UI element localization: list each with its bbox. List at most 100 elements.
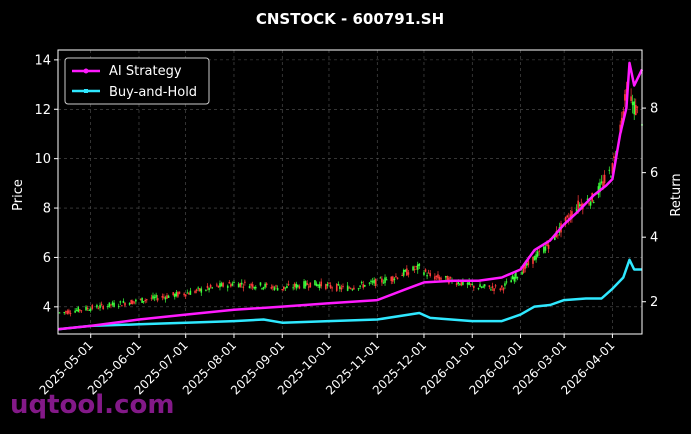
candle-body	[600, 181, 603, 184]
candle-body	[513, 277, 516, 282]
candle-body	[379, 277, 382, 279]
candle-body	[608, 169, 611, 171]
candle-body	[624, 94, 626, 101]
candle-body	[117, 305, 120, 307]
candle-body	[244, 281, 246, 283]
candle-body	[610, 176, 612, 178]
candle-body	[231, 283, 234, 286]
candle-body	[217, 285, 220, 288]
buy-and-hold-line	[57, 258, 642, 331]
candle-body	[471, 283, 474, 285]
candle-body	[636, 106, 639, 108]
y-left-tick-label: 8	[43, 202, 51, 217]
candle-body	[198, 288, 201, 291]
candle-body	[166, 295, 168, 299]
candle-body	[317, 284, 319, 287]
candle-body	[407, 272, 410, 275]
candle-body	[111, 302, 114, 305]
candle-body	[318, 284, 321, 289]
candle-body	[536, 251, 539, 257]
candle-body	[303, 281, 305, 289]
legend: AI Strategy Buy-and-Hold	[64, 57, 210, 105]
candle-body	[510, 280, 512, 283]
candle-body	[538, 250, 541, 252]
candle-body	[96, 305, 98, 308]
candle-body	[108, 302, 111, 307]
candle-body	[360, 282, 363, 284]
candle-body	[177, 292, 179, 297]
candle-body	[183, 293, 185, 296]
candle-body	[371, 281, 374, 283]
candle-body	[175, 292, 178, 297]
candle-body	[237, 283, 240, 288]
candle-body	[156, 298, 159, 301]
candle-body	[189, 290, 192, 295]
legend-bh-label: Buy-and-Hold	[109, 85, 197, 100]
candle-body	[479, 284, 481, 288]
candle-body	[139, 299, 142, 301]
candle-body	[483, 284, 486, 287]
candle-body	[188, 293, 190, 295]
candle-body	[253, 286, 256, 289]
candle-body	[242, 286, 245, 288]
candle-body	[395, 276, 397, 278]
candle-body	[427, 272, 430, 274]
candle-body	[261, 288, 263, 290]
candle-body	[359, 285, 361, 287]
candle-body	[222, 282, 224, 287]
candle-body	[97, 308, 100, 310]
candle-body	[197, 287, 199, 289]
candle-body	[102, 305, 104, 309]
candle-body	[504, 283, 506, 286]
candle-body	[209, 284, 212, 288]
candle-body	[580, 204, 583, 209]
candle-body	[342, 285, 344, 287]
candle-body	[226, 285, 229, 288]
candle-body	[469, 283, 472, 285]
candle-body	[524, 263, 526, 269]
candle-body	[440, 278, 442, 280]
candle-body	[381, 278, 383, 283]
candle-body	[250, 283, 252, 286]
candle-body	[368, 282, 371, 284]
candle-body	[402, 269, 405, 276]
candle-body	[522, 265, 525, 273]
candle-body	[265, 283, 268, 286]
candle-body	[63, 312, 66, 314]
candle-body	[412, 266, 414, 271]
candle-body	[460, 281, 463, 286]
legend-box	[64, 57, 210, 105]
candle-body	[571, 211, 573, 219]
candle-body	[373, 279, 375, 284]
candle-body	[416, 264, 419, 270]
candle-body	[309, 282, 312, 288]
candle-body	[592, 202, 595, 204]
candle-body	[113, 302, 115, 307]
candle-body	[99, 305, 101, 308]
candle-body	[634, 104, 637, 116]
candle-body	[547, 244, 550, 249]
candle-body	[331, 287, 333, 289]
candle-body	[320, 281, 322, 287]
candle-body	[131, 300, 134, 305]
candle-body	[370, 280, 372, 282]
candle-body	[233, 282, 235, 284]
candle-body	[611, 163, 614, 174]
candle-body	[85, 306, 87, 311]
candle-body	[297, 284, 299, 287]
candle-body	[385, 279, 388, 281]
candle-body	[515, 272, 517, 279]
candle-body	[340, 287, 343, 290]
candle-body	[429, 273, 432, 276]
candle-body	[89, 308, 92, 311]
candle-body	[337, 284, 340, 286]
candle-body	[477, 288, 480, 290]
candle-body	[384, 277, 386, 283]
candle-body	[633, 101, 636, 115]
candle-body	[292, 287, 294, 289]
candle-body	[144, 300, 147, 302]
candle-body	[401, 274, 403, 276]
y-axis-label-left: Price	[11, 179, 26, 211]
candle-body	[406, 268, 408, 276]
candle-body	[141, 297, 143, 303]
